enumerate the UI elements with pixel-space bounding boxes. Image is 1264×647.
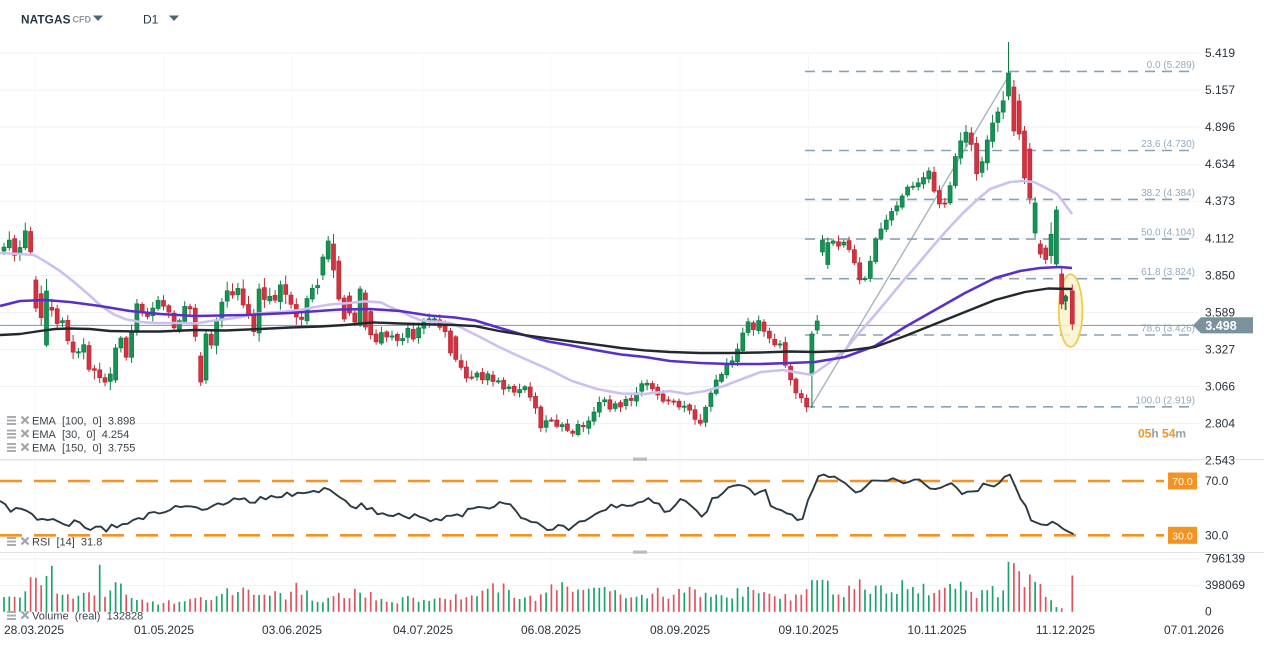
svg-text:70.0: 70.0: [1172, 476, 1193, 488]
svg-text:50.0 (4.104): 50.0 (4.104): [1141, 228, 1195, 239]
svg-text:5.419: 5.419: [1205, 46, 1235, 60]
svg-text:61.8 (3.824): 61.8 (3.824): [1141, 267, 1195, 278]
svg-text:CFD: CFD: [73, 15, 92, 25]
svg-text:4.896: 4.896: [1205, 120, 1235, 134]
svg-text:01.05.2025: 01.05.2025: [134, 623, 194, 637]
svg-text:EMA [100, 0] 3.898: EMA [100, 0] 3.898: [32, 416, 135, 428]
svg-text:70.0: 70.0: [1205, 474, 1229, 488]
svg-text:398069: 398069: [1205, 578, 1245, 592]
svg-text:78.6 (3.426): 78.6 (3.426): [1141, 324, 1195, 335]
svg-text:38.2 (4.384): 38.2 (4.384): [1141, 188, 1195, 199]
svg-text:3.498: 3.498: [1205, 319, 1236, 333]
svg-text:D1: D1: [143, 13, 159, 27]
svg-text:3.327: 3.327: [1205, 343, 1235, 357]
svg-text:0: 0: [1205, 605, 1212, 619]
svg-text:10.11.2025: 10.11.2025: [907, 623, 966, 637]
svg-text:07.01.2026: 07.01.2026: [1164, 623, 1224, 637]
svg-text:3.066: 3.066: [1205, 380, 1235, 394]
svg-text:04.07.2025: 04.07.2025: [393, 623, 453, 637]
svg-text:EMA [30, 0] 4.254: EMA [30, 0] 4.254: [32, 429, 129, 441]
svg-text:4.112: 4.112: [1205, 231, 1234, 245]
svg-text:06.08.2025: 06.08.2025: [521, 623, 581, 637]
svg-text:30.0: 30.0: [1205, 528, 1229, 542]
svg-text:2.543: 2.543: [1205, 454, 1235, 468]
svg-text:09.10.2025: 09.10.2025: [778, 623, 838, 637]
svg-text:3.589: 3.589: [1205, 305, 1235, 319]
svg-text:03.06.2025: 03.06.2025: [262, 623, 322, 637]
svg-text:100.0 (2.919): 100.0 (2.919): [1136, 395, 1196, 406]
svg-text:08.09.2025: 08.09.2025: [650, 623, 710, 637]
svg-text:NATGAS: NATGAS: [21, 13, 71, 27]
svg-text:4.373: 4.373: [1205, 194, 1235, 208]
svg-text:0.0 (5.289): 0.0 (5.289): [1147, 60, 1195, 71]
svg-text:2.804: 2.804: [1205, 417, 1235, 431]
svg-text:05h 54m: 05h 54m: [1138, 427, 1186, 441]
svg-text:11.12.2025: 11.12.2025: [1036, 623, 1095, 637]
svg-text:23.6 (4.730): 23.6 (4.730): [1141, 139, 1195, 150]
svg-text:796139: 796139: [1205, 552, 1245, 566]
svg-text:5.157: 5.157: [1205, 83, 1235, 97]
svg-text:Volume (real) 132828: Volume (real) 132828: [32, 611, 143, 623]
svg-text:30.0: 30.0: [1172, 530, 1193, 542]
svg-text:4.634: 4.634: [1205, 157, 1235, 171]
svg-text:RSI [14] 31.8: RSI [14] 31.8: [32, 537, 102, 549]
svg-text:3.850: 3.850: [1205, 268, 1235, 282]
svg-text:28.03.2025: 28.03.2025: [4, 623, 64, 637]
svg-text:EMA [150, 0] 3.755: EMA [150, 0] 3.755: [32, 443, 135, 455]
